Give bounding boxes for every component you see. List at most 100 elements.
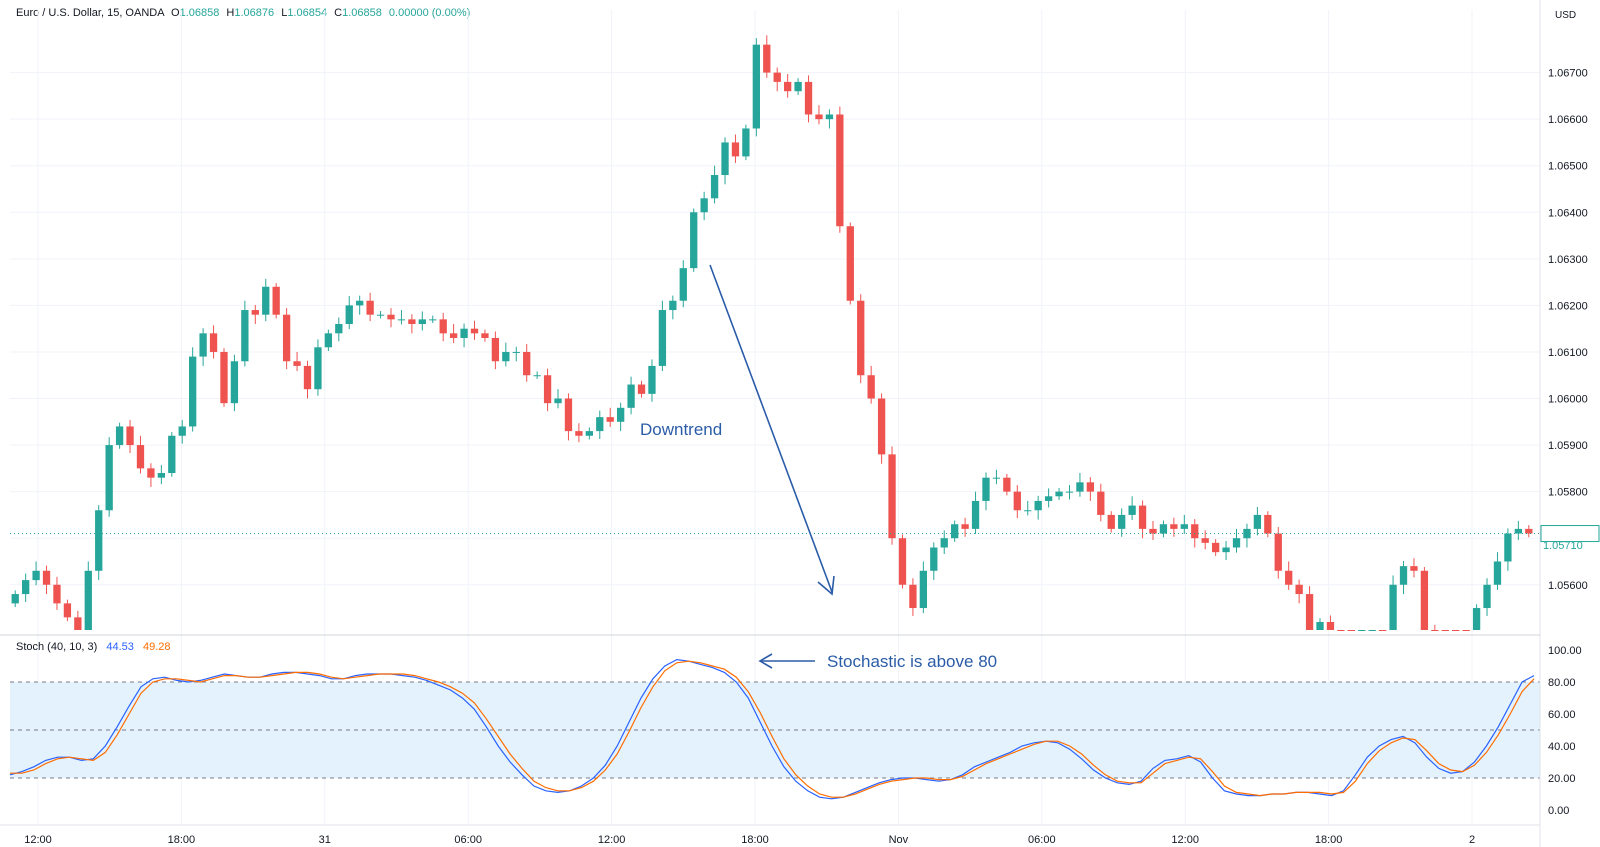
price-tick-label: 1.06000 <box>1548 394 1588 406</box>
candle-body <box>690 212 698 269</box>
stoch-note-arrowhead <box>758 653 773 669</box>
current-price-label: 1.05710 <box>1543 540 1583 552</box>
candle-body <box>794 81 802 92</box>
candle-body <box>658 310 667 366</box>
candle-body <box>199 333 207 357</box>
downtrend-label: Downtrend <box>640 420 722 439</box>
candle-body <box>721 142 729 176</box>
open-value: 1.06858 <box>179 7 220 19</box>
candle-body <box>32 570 40 581</box>
price-tick-label: 1.05600 <box>1548 580 1588 592</box>
price-tick-label: 1.05900 <box>1548 440 1588 452</box>
time-tick-label: 2 <box>1469 834 1475 846</box>
candle-body <box>1389 584 1397 630</box>
candle-body <box>22 580 30 595</box>
candle-body <box>1013 491 1021 511</box>
candle-body <box>105 445 113 511</box>
high-value: 1.06876 <box>234 7 275 19</box>
time-tick-label: 06:00 <box>454 834 482 846</box>
candle-body <box>189 356 197 427</box>
candle-body <box>293 361 301 366</box>
candle-body <box>1525 528 1533 534</box>
candle-body <box>575 431 583 436</box>
candle-body <box>1138 505 1147 529</box>
stoch-tick-label: 40.00 <box>1548 741 1576 753</box>
stoch-d-value: 49.28 <box>142 641 171 653</box>
candle-body <box>126 426 134 446</box>
candle-body <box>554 398 562 404</box>
candle-body <box>1232 538 1241 548</box>
time-tick-label: 06:00 <box>1028 834 1056 846</box>
candle-body <box>1441 630 1449 631</box>
candle-body <box>784 81 792 92</box>
candle-body <box>1159 524 1168 534</box>
time-tick-label: 18:00 <box>168 834 196 846</box>
candle-body <box>512 351 520 353</box>
candle-body <box>1024 510 1032 512</box>
high-label: H <box>226 7 235 19</box>
candle-body <box>356 300 364 306</box>
candle-body <box>815 114 823 120</box>
price-tick-label: 1.06600 <box>1548 114 1588 126</box>
price-tick-label: 1.06200 <box>1548 300 1588 312</box>
candle-body <box>1003 477 1011 492</box>
candle-body <box>930 547 938 571</box>
candle-body <box>564 398 573 432</box>
candle-body <box>982 477 990 501</box>
candle-body <box>63 603 72 618</box>
candle-body <box>1462 630 1470 631</box>
candle-body <box>596 417 604 432</box>
candle-body <box>418 319 426 325</box>
low-value: 1.06854 <box>287 7 328 19</box>
currency-label[interactable]: USD <box>1555 10 1577 21</box>
candle-body <box>1222 547 1230 553</box>
candle-body <box>376 314 385 316</box>
candle-body <box>1399 566 1408 585</box>
candle-body <box>1191 524 1199 539</box>
candle-body <box>752 44 760 129</box>
candle-body <box>731 142 740 157</box>
candle-body <box>209 333 218 352</box>
change-value: 0.00000 (0.00%) <box>388 7 471 19</box>
candle-body <box>449 333 458 338</box>
candle-body <box>1065 491 1074 493</box>
candle-body <box>282 314 291 362</box>
candle-body <box>867 375 875 399</box>
candle-body <box>1514 528 1522 534</box>
candle-body <box>627 384 635 408</box>
candle-body <box>1076 482 1084 492</box>
candle-body <box>314 347 322 390</box>
symbol-header: Euro / U.S. Dollar, 15, OANDA O1.06858 H… <box>16 7 470 19</box>
candle-body <box>1097 491 1105 515</box>
candle-body <box>1472 608 1481 630</box>
candle-body <box>230 361 239 404</box>
candle-body <box>919 570 928 609</box>
candle-body <box>877 398 886 455</box>
candle-body <box>742 128 750 157</box>
candlestick-series <box>10 35 1540 631</box>
candle-body <box>710 175 719 199</box>
stoch-k-value: 44.53 <box>106 641 134 653</box>
candle-body <box>1055 491 1063 497</box>
stoch-name: Stoch (40, 10, 3) <box>16 641 98 653</box>
candle-body <box>387 314 395 320</box>
candle-body <box>1337 630 1345 631</box>
candle-body <box>335 324 343 334</box>
candle-body <box>909 584 917 609</box>
candle-body <box>178 426 186 436</box>
symbol-name: Euro / U.S. Dollar, 15, OANDA <box>16 7 164 19</box>
close-label: C <box>334 7 343 19</box>
stoch-lines <box>9 658 1535 800</box>
candle-body <box>1326 622 1335 630</box>
downtrend-arrow-line <box>709 264 833 593</box>
candle-body <box>1431 630 1439 631</box>
candle-body <box>345 305 353 325</box>
candle-body <box>324 333 333 348</box>
candle-body <box>1274 533 1282 571</box>
candle-body <box>1420 570 1429 630</box>
candle-body <box>1410 566 1418 571</box>
time-tick-label: Nov <box>889 834 909 846</box>
candle-body <box>272 286 280 315</box>
candle-body <box>1264 514 1272 534</box>
